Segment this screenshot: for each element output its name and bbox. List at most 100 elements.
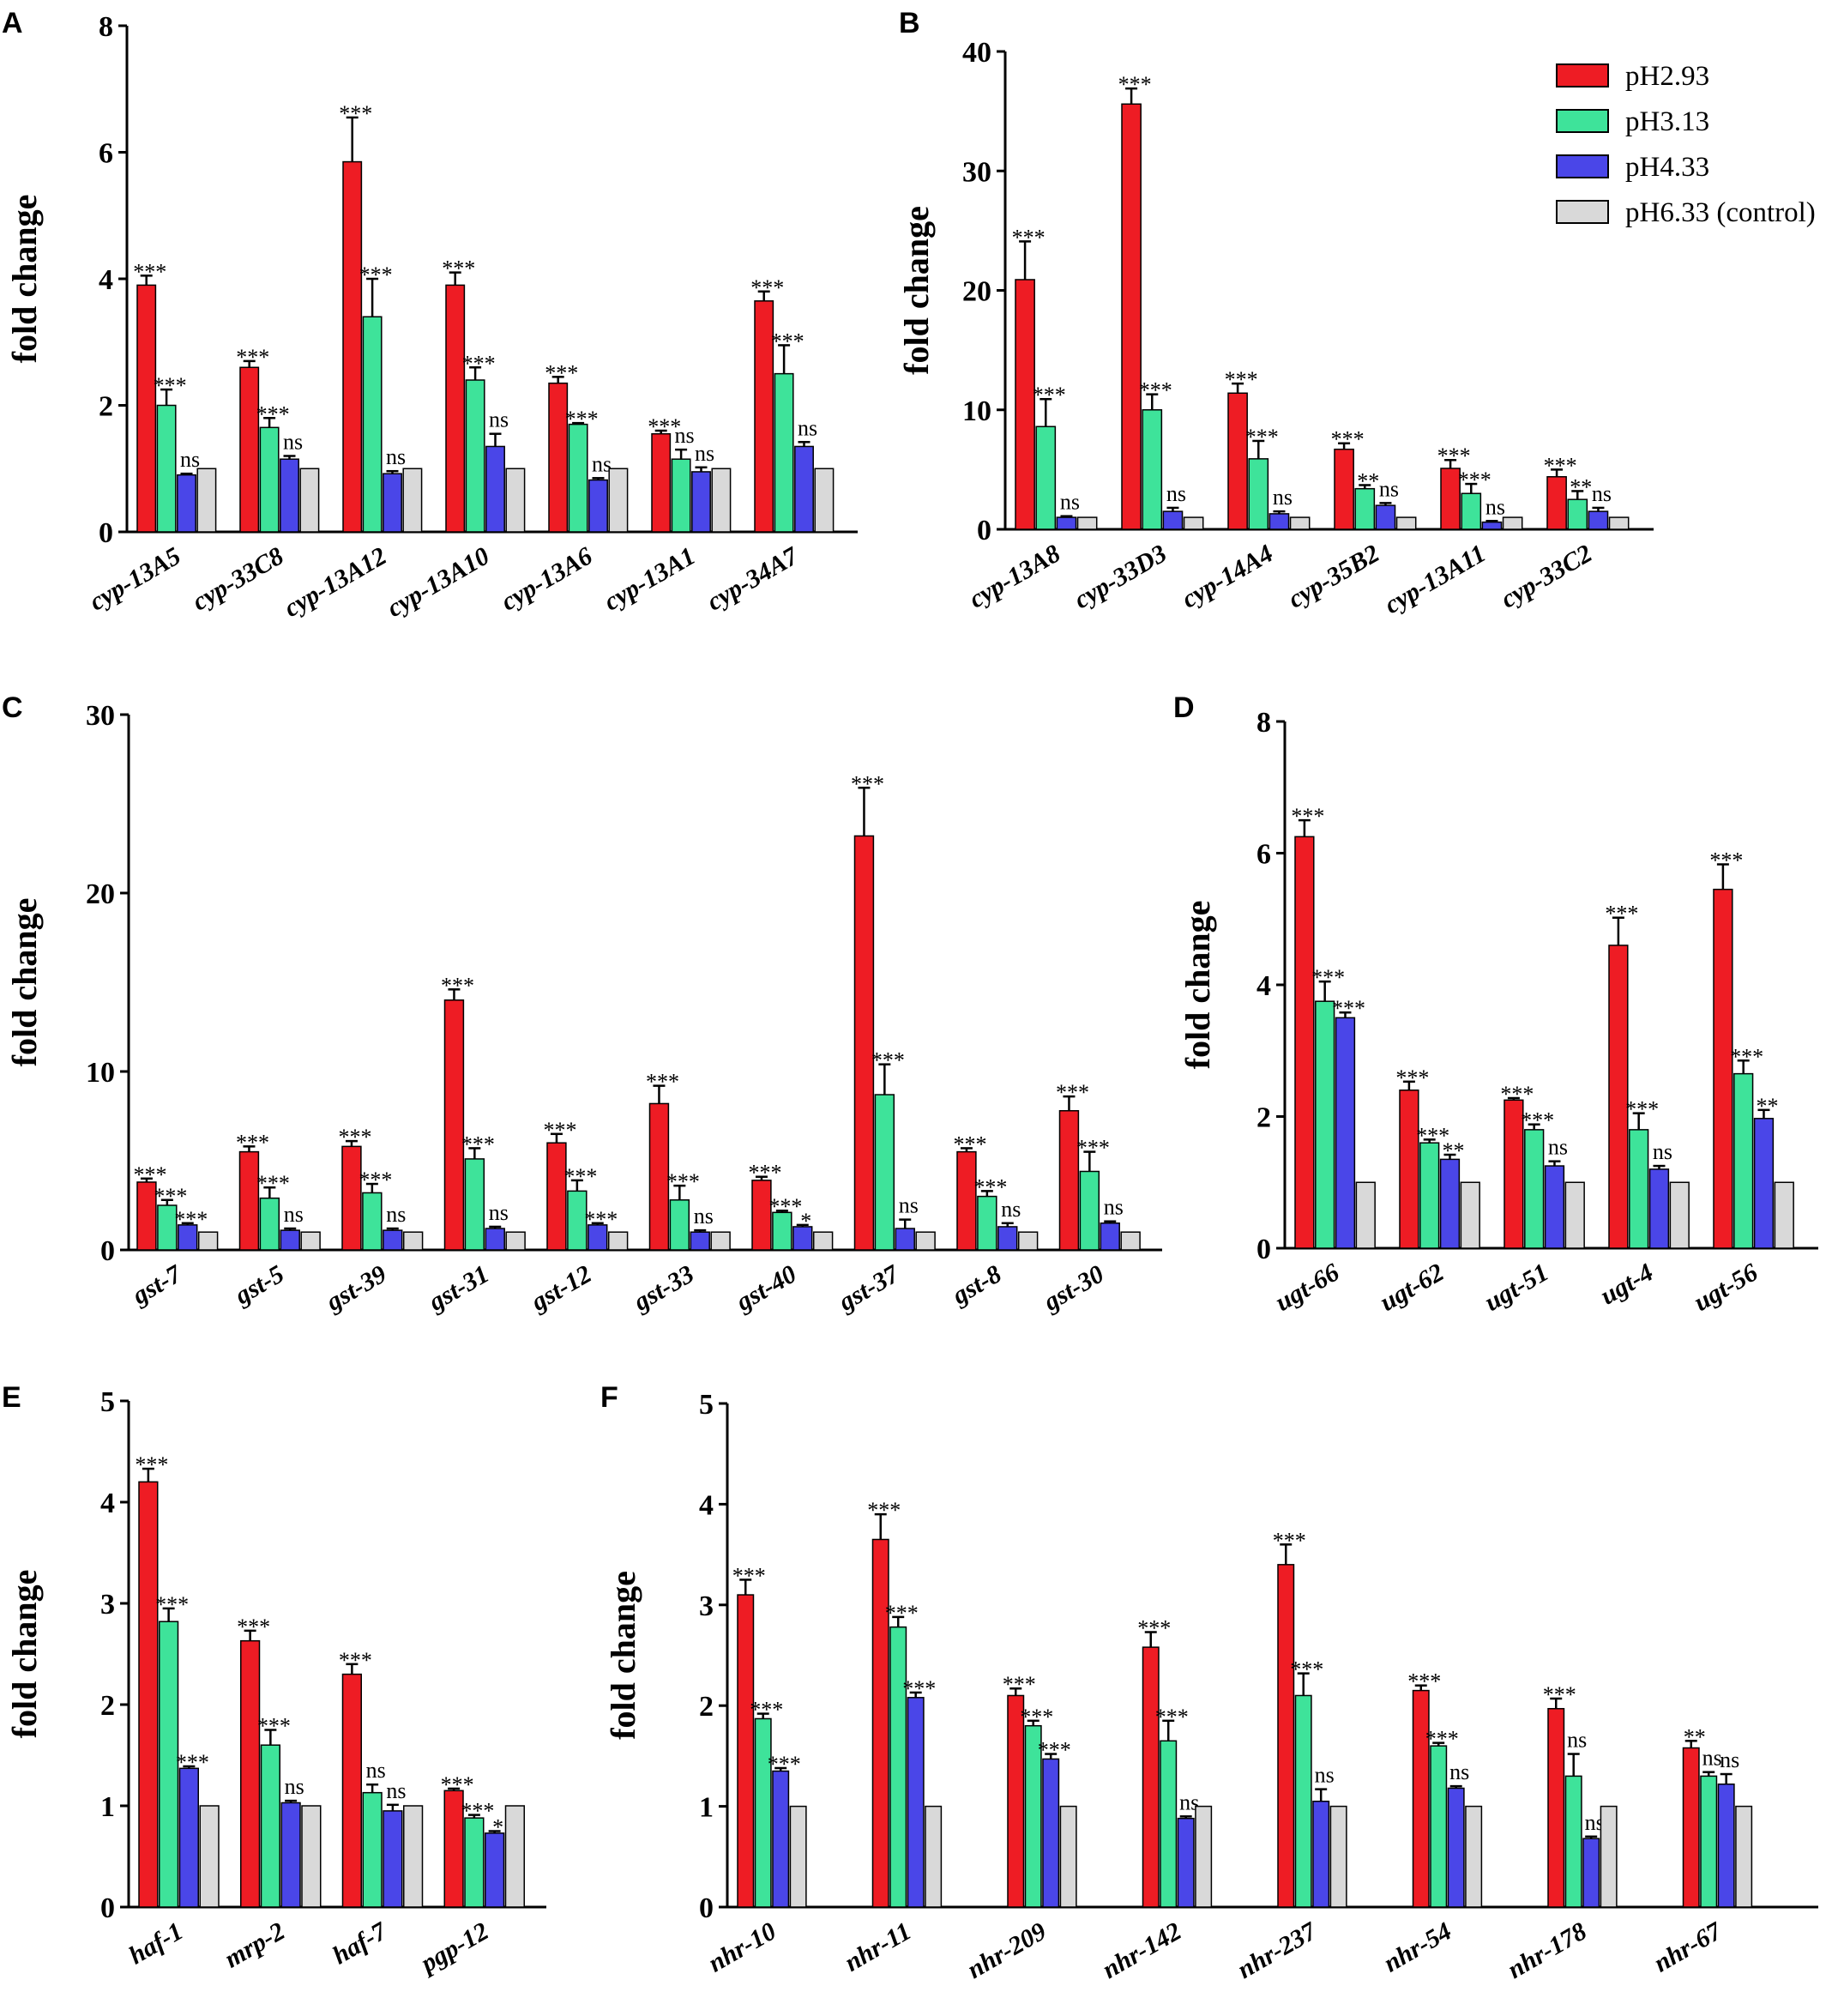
bar (1588, 510, 1609, 530)
significance-label: *** (441, 973, 474, 998)
significance-label: *** (1038, 1738, 1071, 1763)
bar (1419, 1142, 1440, 1249)
bar (464, 1817, 485, 1908)
y-tick-label: 8 (1256, 707, 1271, 739)
significance-label: *** (1020, 1705, 1053, 1729)
x-tick-label: cyp-34A7 (702, 541, 804, 616)
significance-label: *** (768, 1752, 801, 1777)
bar (1700, 1775, 1718, 1908)
significance-label: *** (1076, 1136, 1110, 1161)
y-tick-label: 40 (962, 37, 991, 69)
y-tick-label: 0 (100, 1235, 115, 1267)
bar (691, 471, 711, 533)
significance-label: *** (462, 351, 496, 376)
bar (1056, 516, 1077, 530)
significance-label: * (800, 1209, 811, 1234)
significance-label: ns (1585, 1810, 1605, 1835)
bar (925, 1805, 943, 1908)
bar (1142, 1646, 1160, 1908)
significance-label: *** (359, 1168, 392, 1192)
bar (443, 999, 465, 1251)
significance-label: *** (1311, 965, 1345, 990)
bar (754, 1717, 772, 1908)
bar (874, 1094, 895, 1251)
y-tick-label: 0 (99, 517, 113, 549)
bar (1774, 1181, 1794, 1249)
significance-label: *** (953, 1132, 986, 1156)
y-tick-label: 2 (100, 1690, 115, 1722)
bar (907, 1697, 925, 1908)
significance-label: * (492, 1815, 503, 1840)
x-tick-label: ugt-51 (1479, 1258, 1553, 1317)
x-tick-label: nhr-10 (703, 1916, 780, 1977)
x-tick-label: gst-40 (731, 1259, 801, 1317)
bar (546, 1142, 567, 1251)
x-tick-label: gst-37 (833, 1259, 904, 1317)
significance-label: *** (1155, 1705, 1189, 1729)
y-tick-label: 0 (100, 1892, 115, 1924)
significance-label: ns (1060, 490, 1080, 515)
bar (485, 1832, 505, 1908)
significance-label: ** (1756, 1094, 1778, 1119)
significance-label: ** (1357, 468, 1379, 493)
bar (383, 1810, 403, 1908)
bar (608, 468, 629, 533)
bar (1547, 1707, 1565, 1908)
x-tick-label: ugt-4 (1595, 1258, 1658, 1310)
significance-label: *** (155, 1592, 189, 1617)
bar (1355, 1181, 1376, 1249)
bar (1564, 1181, 1585, 1249)
significance-label: *** (563, 1164, 597, 1189)
bar (1524, 1129, 1545, 1249)
y-axis-label: fold change (5, 195, 44, 364)
x-tick-label: cyp-13A1 (600, 541, 701, 616)
bar (710, 1231, 731, 1251)
bar (505, 1231, 526, 1251)
x-tick-label: nhr-142 (1098, 1916, 1186, 1984)
panel-letter: F (600, 1381, 618, 1414)
bar (1461, 492, 1482, 530)
bar (362, 1791, 383, 1908)
significance-label: ns (1653, 1139, 1672, 1164)
bar (1544, 1165, 1565, 1249)
significance-label: *** (1331, 427, 1365, 452)
significance-label: ** (1442, 1138, 1464, 1163)
bar (280, 458, 299, 533)
bar (1753, 1118, 1775, 1249)
bar (280, 1229, 300, 1251)
legend: pH2.93 pH3.13 pH4.33 pH6.33 (control) (1556, 61, 1816, 228)
bar (259, 426, 280, 533)
bar (1465, 1805, 1483, 1908)
panel-letter: A (2, 7, 23, 39)
bar (1058, 1110, 1080, 1251)
significance-label: ns (1315, 1763, 1335, 1788)
bar (772, 1770, 790, 1908)
panel-letter: E (2, 1381, 21, 1414)
y-tick-label: 6 (99, 138, 113, 170)
significance-label: ns (1001, 1197, 1021, 1222)
significance-label: ns (386, 444, 406, 469)
bar (794, 445, 814, 533)
significance-label: ns (1720, 1747, 1739, 1772)
bar (280, 1802, 301, 1908)
bar (156, 404, 177, 533)
bar (403, 1805, 424, 1908)
significance-label: *** (256, 1171, 290, 1196)
x-tick-label: cyp-35B2 (1283, 539, 1384, 613)
significance-label: ns (899, 1193, 919, 1218)
bar (1315, 1000, 1335, 1249)
significance-label: *** (1291, 804, 1324, 829)
significance-label: *** (256, 401, 290, 426)
bar (814, 468, 835, 533)
x-tick-label: pgp-12 (414, 1916, 494, 1979)
significance-label: *** (768, 1194, 802, 1219)
bar (1682, 1747, 1700, 1908)
significance-label: *** (1416, 1123, 1449, 1148)
bar (362, 1192, 383, 1251)
x-tick-label: cyp-14A4 (1177, 539, 1278, 613)
bar (1447, 1787, 1465, 1908)
significance-label: *** (750, 1698, 783, 1723)
x-tick-label: ugt-66 (1270, 1258, 1344, 1317)
